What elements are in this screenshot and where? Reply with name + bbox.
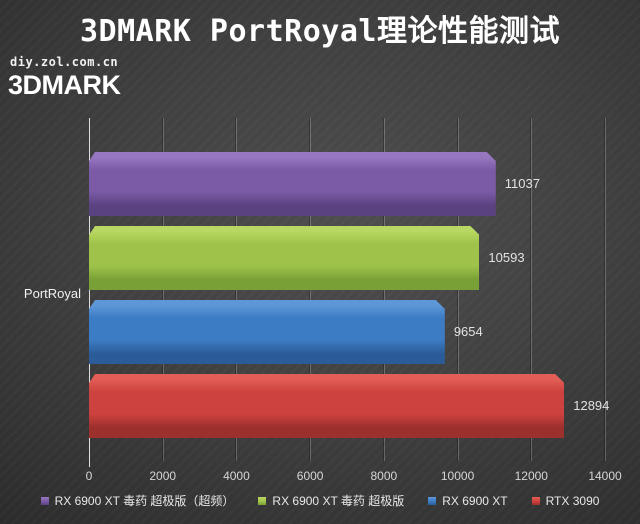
x-tick-label: 2000: [149, 469, 177, 483]
x-tick-label: 6000: [296, 469, 324, 483]
watermark-url: diy.zol.com.cn: [10, 55, 119, 69]
gridline-14000: [605, 118, 606, 461]
value-label: 11037: [504, 176, 540, 191]
bar-RTX 3090: [89, 374, 564, 438]
legend-swatch-icon: [428, 496, 437, 505]
benchmark-name-label: 3DMARK: [8, 70, 121, 100]
x-tick-label: 0: [85, 469, 93, 483]
legend-item: RX 6900 XT 毒药 超极版（超频）: [40, 492, 235, 509]
bar-RX 6900 XT: [89, 300, 445, 364]
y-axis-line: [89, 118, 90, 467]
legend-item: RX 6900 XT 毒药 超极版: [258, 492, 404, 509]
legend-item: RX 6900 XT: [428, 493, 508, 508]
legend-label: RTX 3090: [545, 493, 600, 508]
x-tick-label: 14000: [588, 469, 622, 483]
value-label: 9654: [453, 324, 483, 339]
bar-RX 6900 XT 毒药 超极版（超频）: [89, 152, 496, 216]
legend-swatch-icon: [40, 496, 49, 505]
chart-title: 3DMARK PortRoyal理论性能测试: [80, 14, 560, 49]
legend-swatch-icon: [531, 496, 540, 505]
legend: RX 6900 XT 毒药 超极版（超频） RX 6900 XT 毒药 超极版 RX…: [0, 492, 640, 509]
category-label: PortRoyal: [23, 286, 81, 301]
gridline-12000: [531, 118, 533, 461]
x-tick-label: 10000: [440, 469, 475, 483]
value-label: 12894: [573, 398, 610, 413]
x-tick-label: 8000: [370, 469, 398, 483]
x-tick-label: 12000: [514, 469, 548, 483]
legend-label: RX 6900 XT 毒药 超极版: [272, 494, 405, 508]
value-label: 10593: [488, 250, 525, 265]
bar-RX 6900 XT 毒药 超极版: [89, 226, 479, 290]
legend-label: RX 6900 XT 毒药 超极版（超频）: [54, 494, 235, 508]
x-tick-label: 4000: [223, 469, 250, 483]
legend-item: RTX 3090: [531, 493, 600, 508]
legend-label: RX 6900 XT: [442, 493, 508, 508]
legend-swatch-icon: [258, 496, 267, 505]
